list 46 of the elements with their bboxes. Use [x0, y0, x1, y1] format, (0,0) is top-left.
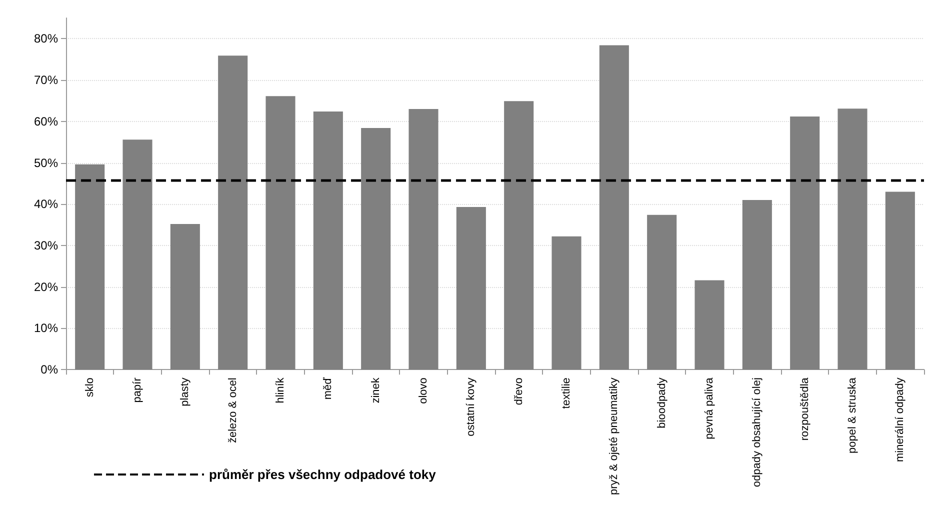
- bar: [885, 192, 915, 370]
- bar: [599, 45, 629, 370]
- bar: [504, 101, 534, 370]
- bar: [647, 214, 677, 370]
- y-tick-label: 70%: [34, 73, 58, 88]
- y-tick-label: 80%: [34, 32, 58, 46]
- x-tick-label: pryž & ojeté pneumatiky: [608, 377, 620, 495]
- x-tick-label: plasty: [179, 377, 192, 406]
- x-tick-label: pevná paliva: [704, 376, 716, 440]
- bar: [552, 236, 582, 370]
- bar: [75, 164, 105, 370]
- x-tick-label: měď: [322, 377, 334, 400]
- x-tick-label: bioodpady: [656, 377, 668, 428]
- x-tick-label: hliník: [274, 377, 286, 404]
- bar: [742, 200, 772, 370]
- bar: [790, 116, 820, 370]
- x-tick-label: ostatní kovy: [465, 377, 478, 436]
- y-tick-label: 30%: [34, 238, 58, 253]
- x-tick-label: textilie: [560, 378, 572, 409]
- bar: [456, 207, 486, 370]
- bar: [838, 108, 868, 370]
- y-tick-label: 40%: [34, 197, 58, 212]
- x-tick-label: papír: [132, 377, 144, 403]
- x-tick-label: minerální odpady: [894, 377, 906, 462]
- bar: [122, 140, 152, 370]
- y-tick-label: 50%: [34, 156, 58, 170]
- bar: [170, 224, 200, 370]
- bar: [408, 109, 438, 370]
- y-tick-label: 20%: [34, 280, 58, 294]
- x-tick-label: popel & struska: [846, 376, 858, 454]
- y-tick-label: 0%: [40, 362, 58, 377]
- x-tick-label: sklo: [84, 378, 96, 398]
- bar: [361, 128, 391, 370]
- bar: [694, 280, 724, 370]
- y-tick-label: 60%: [34, 114, 58, 128]
- x-tick-label: dřevo: [512, 378, 525, 406]
- bar: [266, 96, 296, 370]
- x-tick-label: zinek: [370, 377, 382, 404]
- x-tick-label: železo & ocel: [226, 378, 239, 444]
- bar: [218, 56, 248, 370]
- ref-line-label: průměr přes všechny odpadové toky: [209, 467, 437, 482]
- x-tick-label: rozpouštědla: [798, 376, 811, 441]
- y-tick-label: 10%: [34, 321, 58, 336]
- x-tick-label: odpady obsahující olej: [751, 378, 764, 488]
- x-tick-label: olovo: [418, 378, 430, 404]
- bar: [313, 111, 343, 370]
